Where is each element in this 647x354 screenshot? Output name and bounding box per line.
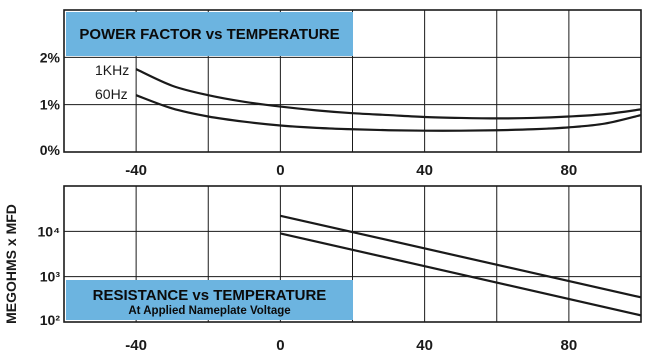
x-tick-label: 0 — [276, 337, 284, 354]
y-tick-label: 10² — [40, 312, 61, 328]
chart-title: RESISTANCE vs TEMPERATURE — [93, 287, 327, 304]
x-tick-label: -40 — [125, 337, 147, 354]
series-line-1khz — [135, 68, 642, 120]
y-tick-label: 1% — [40, 97, 61, 113]
y-tick-label: 10³ — [40, 269, 61, 285]
x-tick-label: 80 — [561, 337, 578, 354]
y-tick-label: 10⁴ — [38, 223, 61, 239]
y-axis-label: MEGOHMS x MFD — [3, 204, 19, 324]
series-label: 1KHz — [95, 62, 129, 78]
x-tick-label: 40 — [416, 337, 433, 354]
chart-title: POWER FACTOR vs TEMPERATURE — [79, 26, 339, 43]
y-tick-label: 0% — [40, 142, 61, 158]
x-tick-label: -40 — [125, 162, 147, 179]
chart-subtitle: At Applied Nameplate Voltage — [128, 305, 290, 317]
title-box — [66, 280, 353, 320]
power-factor-chart: POWER FACTOR vs TEMPERATURE -40 0 40 80 0% 1% 2… — [40, 9, 642, 179]
series-label: 60Hz — [95, 86, 128, 102]
series-line-2 — [280, 232, 642, 317]
x-tick-label: 40 — [416, 162, 433, 179]
series-line-60hz — [135, 94, 642, 132]
series-line-1 — [280, 214, 642, 299]
x-tick-label: 0 — [276, 162, 284, 179]
plot-frame — [63, 9, 642, 153]
plot-frame — [63, 185, 642, 323]
x-tick-label: 80 — [561, 162, 578, 179]
y-tick-label: 2% — [40, 49, 61, 65]
title-box — [66, 12, 353, 56]
